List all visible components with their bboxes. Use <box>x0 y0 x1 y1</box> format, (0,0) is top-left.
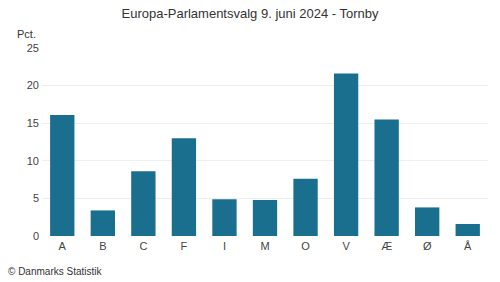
svg-text:M: M <box>260 240 269 252</box>
svg-text:Æ: Æ <box>381 240 392 252</box>
svg-text:F: F <box>181 240 188 252</box>
svg-text:B: B <box>99 240 106 252</box>
svg-text:Ø: Ø <box>423 240 432 252</box>
svg-text:25: 25 <box>27 42 39 54</box>
svg-text:5: 5 <box>33 192 39 204</box>
svg-text:Europa-Parlamentsvalg 9. juni: Europa-Parlamentsvalg 9. juni 2024 - Tor… <box>121 6 379 21</box>
svg-text:10: 10 <box>27 155 39 167</box>
svg-text:© Danmarks Statistik: © Danmarks Statistik <box>8 266 103 277</box>
svg-text:A: A <box>59 240 67 252</box>
svg-text:Pct.: Pct. <box>17 28 36 40</box>
svg-text:0: 0 <box>33 230 39 242</box>
svg-text:C: C <box>139 240 147 252</box>
svg-text:V: V <box>342 240 350 252</box>
svg-text:15: 15 <box>27 117 39 129</box>
svg-text:Å: Å <box>464 240 472 252</box>
svg-text:I: I <box>223 240 226 252</box>
svg-text:20: 20 <box>27 79 39 91</box>
svg-text:O: O <box>301 240 310 252</box>
